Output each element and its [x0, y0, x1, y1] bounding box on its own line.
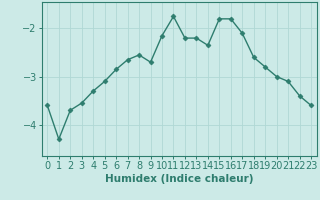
X-axis label: Humidex (Indice chaleur): Humidex (Indice chaleur)	[105, 174, 253, 184]
